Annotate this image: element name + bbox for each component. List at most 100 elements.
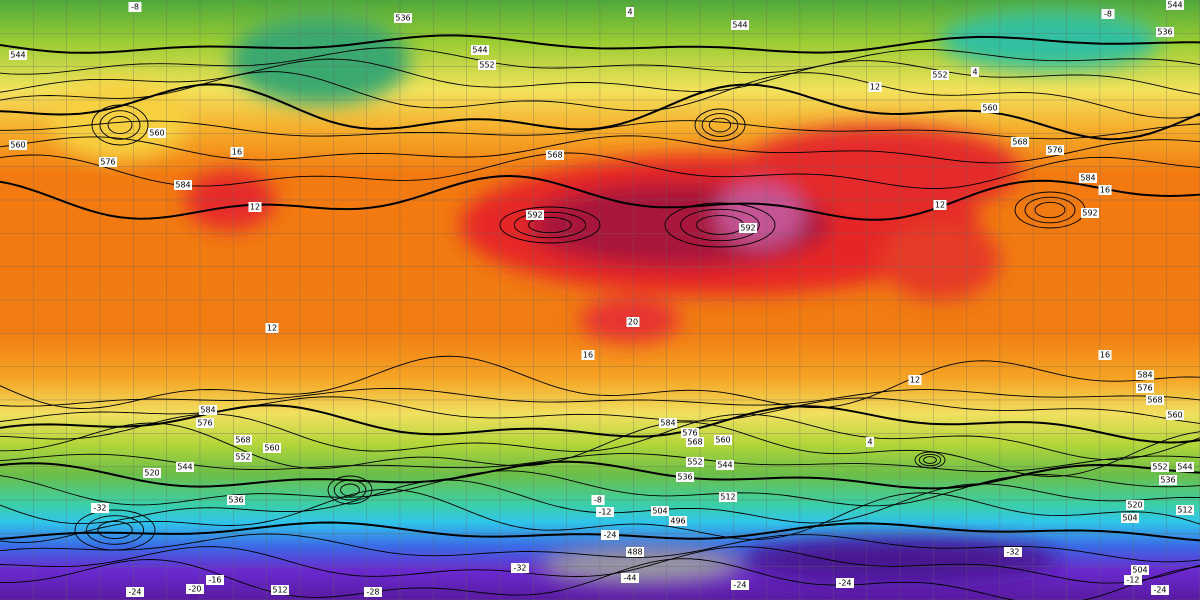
label-box <box>1011 137 1029 147</box>
label-box <box>478 60 496 70</box>
closed-contour <box>694 108 746 142</box>
contour-label: 504 <box>1132 566 1147 575</box>
label-box <box>1101 9 1115 19</box>
contour-label: 520 <box>144 469 159 478</box>
label-box <box>271 585 289 595</box>
contour-label: 16 <box>583 351 593 360</box>
closed-contour <box>91 104 149 146</box>
height-contour <box>0 546 1200 584</box>
contour-label: -32 <box>513 564 526 573</box>
contour-label: 12 <box>870 83 880 92</box>
contour-label: 544 <box>10 51 25 60</box>
contour-label: -24 <box>1153 586 1166 595</box>
height-contour <box>0 152 1200 189</box>
height-contour <box>0 521 1200 542</box>
contour-label: 544 <box>1177 463 1192 472</box>
label-box <box>621 573 639 583</box>
label-box <box>1046 145 1064 155</box>
label-box <box>1004 547 1022 557</box>
label-box <box>148 128 166 138</box>
contour-label: 504 <box>1122 514 1137 523</box>
contour-label: 4 <box>627 8 632 17</box>
label-box <box>91 503 109 513</box>
contour-label: 544 <box>717 461 732 470</box>
contour-label: -32 <box>93 504 106 513</box>
label-box <box>868 82 882 92</box>
closed-contour <box>99 110 141 140</box>
label-box <box>230 147 244 157</box>
label-box <box>596 507 614 517</box>
contour-label: 12 <box>935 201 945 210</box>
contour-label: 536 <box>395 14 410 23</box>
contour-label: 4 <box>972 68 977 77</box>
closed-contour <box>340 483 360 497</box>
contour-label: 584 <box>200 406 215 415</box>
closed-contour <box>528 216 572 234</box>
height-contour <box>0 453 1200 473</box>
closed-contour <box>97 520 133 540</box>
contour-label: 496 <box>670 517 685 526</box>
hot-region <box>740 125 1020 215</box>
label-box <box>719 492 737 502</box>
closed-contour <box>74 509 156 551</box>
contour-label: 552 <box>479 61 494 70</box>
height-contour <box>0 470 1200 507</box>
label-box <box>731 580 749 590</box>
contour-label: 12 <box>267 324 277 333</box>
label-box <box>1151 462 1169 472</box>
contour-label: 16 <box>1100 186 1110 195</box>
contour-label: 560 <box>1167 411 1182 420</box>
hot-region <box>880 220 1000 300</box>
label-box <box>601 530 619 540</box>
label-box <box>716 460 734 470</box>
contour-label: 12 <box>910 376 920 385</box>
label-box <box>1136 370 1154 380</box>
label-box <box>1166 0 1184 10</box>
label-box <box>1126 500 1144 510</box>
label-box <box>248 202 262 212</box>
contour-label: 584 <box>175 181 190 190</box>
closed-contour <box>914 451 946 469</box>
label-box <box>174 180 192 190</box>
contour-label: 512 <box>1177 506 1192 515</box>
label-box <box>99 157 117 167</box>
label-box <box>581 350 595 360</box>
contour-label: 552 <box>932 71 947 80</box>
height-contour <box>0 488 1200 544</box>
label-box <box>1176 505 1194 515</box>
contour-label: 592 <box>527 211 542 220</box>
label-box <box>739 223 757 233</box>
contour-label: 568 <box>235 436 250 445</box>
closed-contour <box>1034 201 1066 219</box>
contour-label: 544 <box>472 46 487 55</box>
label-box <box>234 435 252 445</box>
label-box <box>128 2 142 12</box>
contour-label: 560 <box>149 129 164 138</box>
contour-label: 16 <box>1100 351 1110 360</box>
label-box <box>651 506 669 516</box>
label-box <box>931 70 949 80</box>
height-contour <box>0 404 1200 444</box>
label-box <box>471 45 489 55</box>
contour-label: 584 <box>1080 174 1095 183</box>
height-contour <box>0 174 1200 221</box>
label-box <box>626 547 644 557</box>
contour-label: 568 <box>1147 396 1162 405</box>
label-box <box>546 150 564 160</box>
closed-contour <box>680 208 760 242</box>
contour-label: 568 <box>687 438 702 447</box>
label-box <box>364 587 382 597</box>
temperature-anomalies <box>50 10 1160 583</box>
label-box <box>1136 383 1154 393</box>
label-box <box>591 495 605 505</box>
contour-label: 544 <box>1167 1 1182 10</box>
label-box <box>659 418 677 428</box>
contour-label: 4 <box>867 438 872 447</box>
label-box <box>1098 185 1112 195</box>
label-box <box>265 323 279 333</box>
contour-label: 544 <box>177 463 192 472</box>
contour-label: 560 <box>10 141 25 150</box>
height-contour <box>0 34 1200 54</box>
label-box <box>681 428 699 438</box>
